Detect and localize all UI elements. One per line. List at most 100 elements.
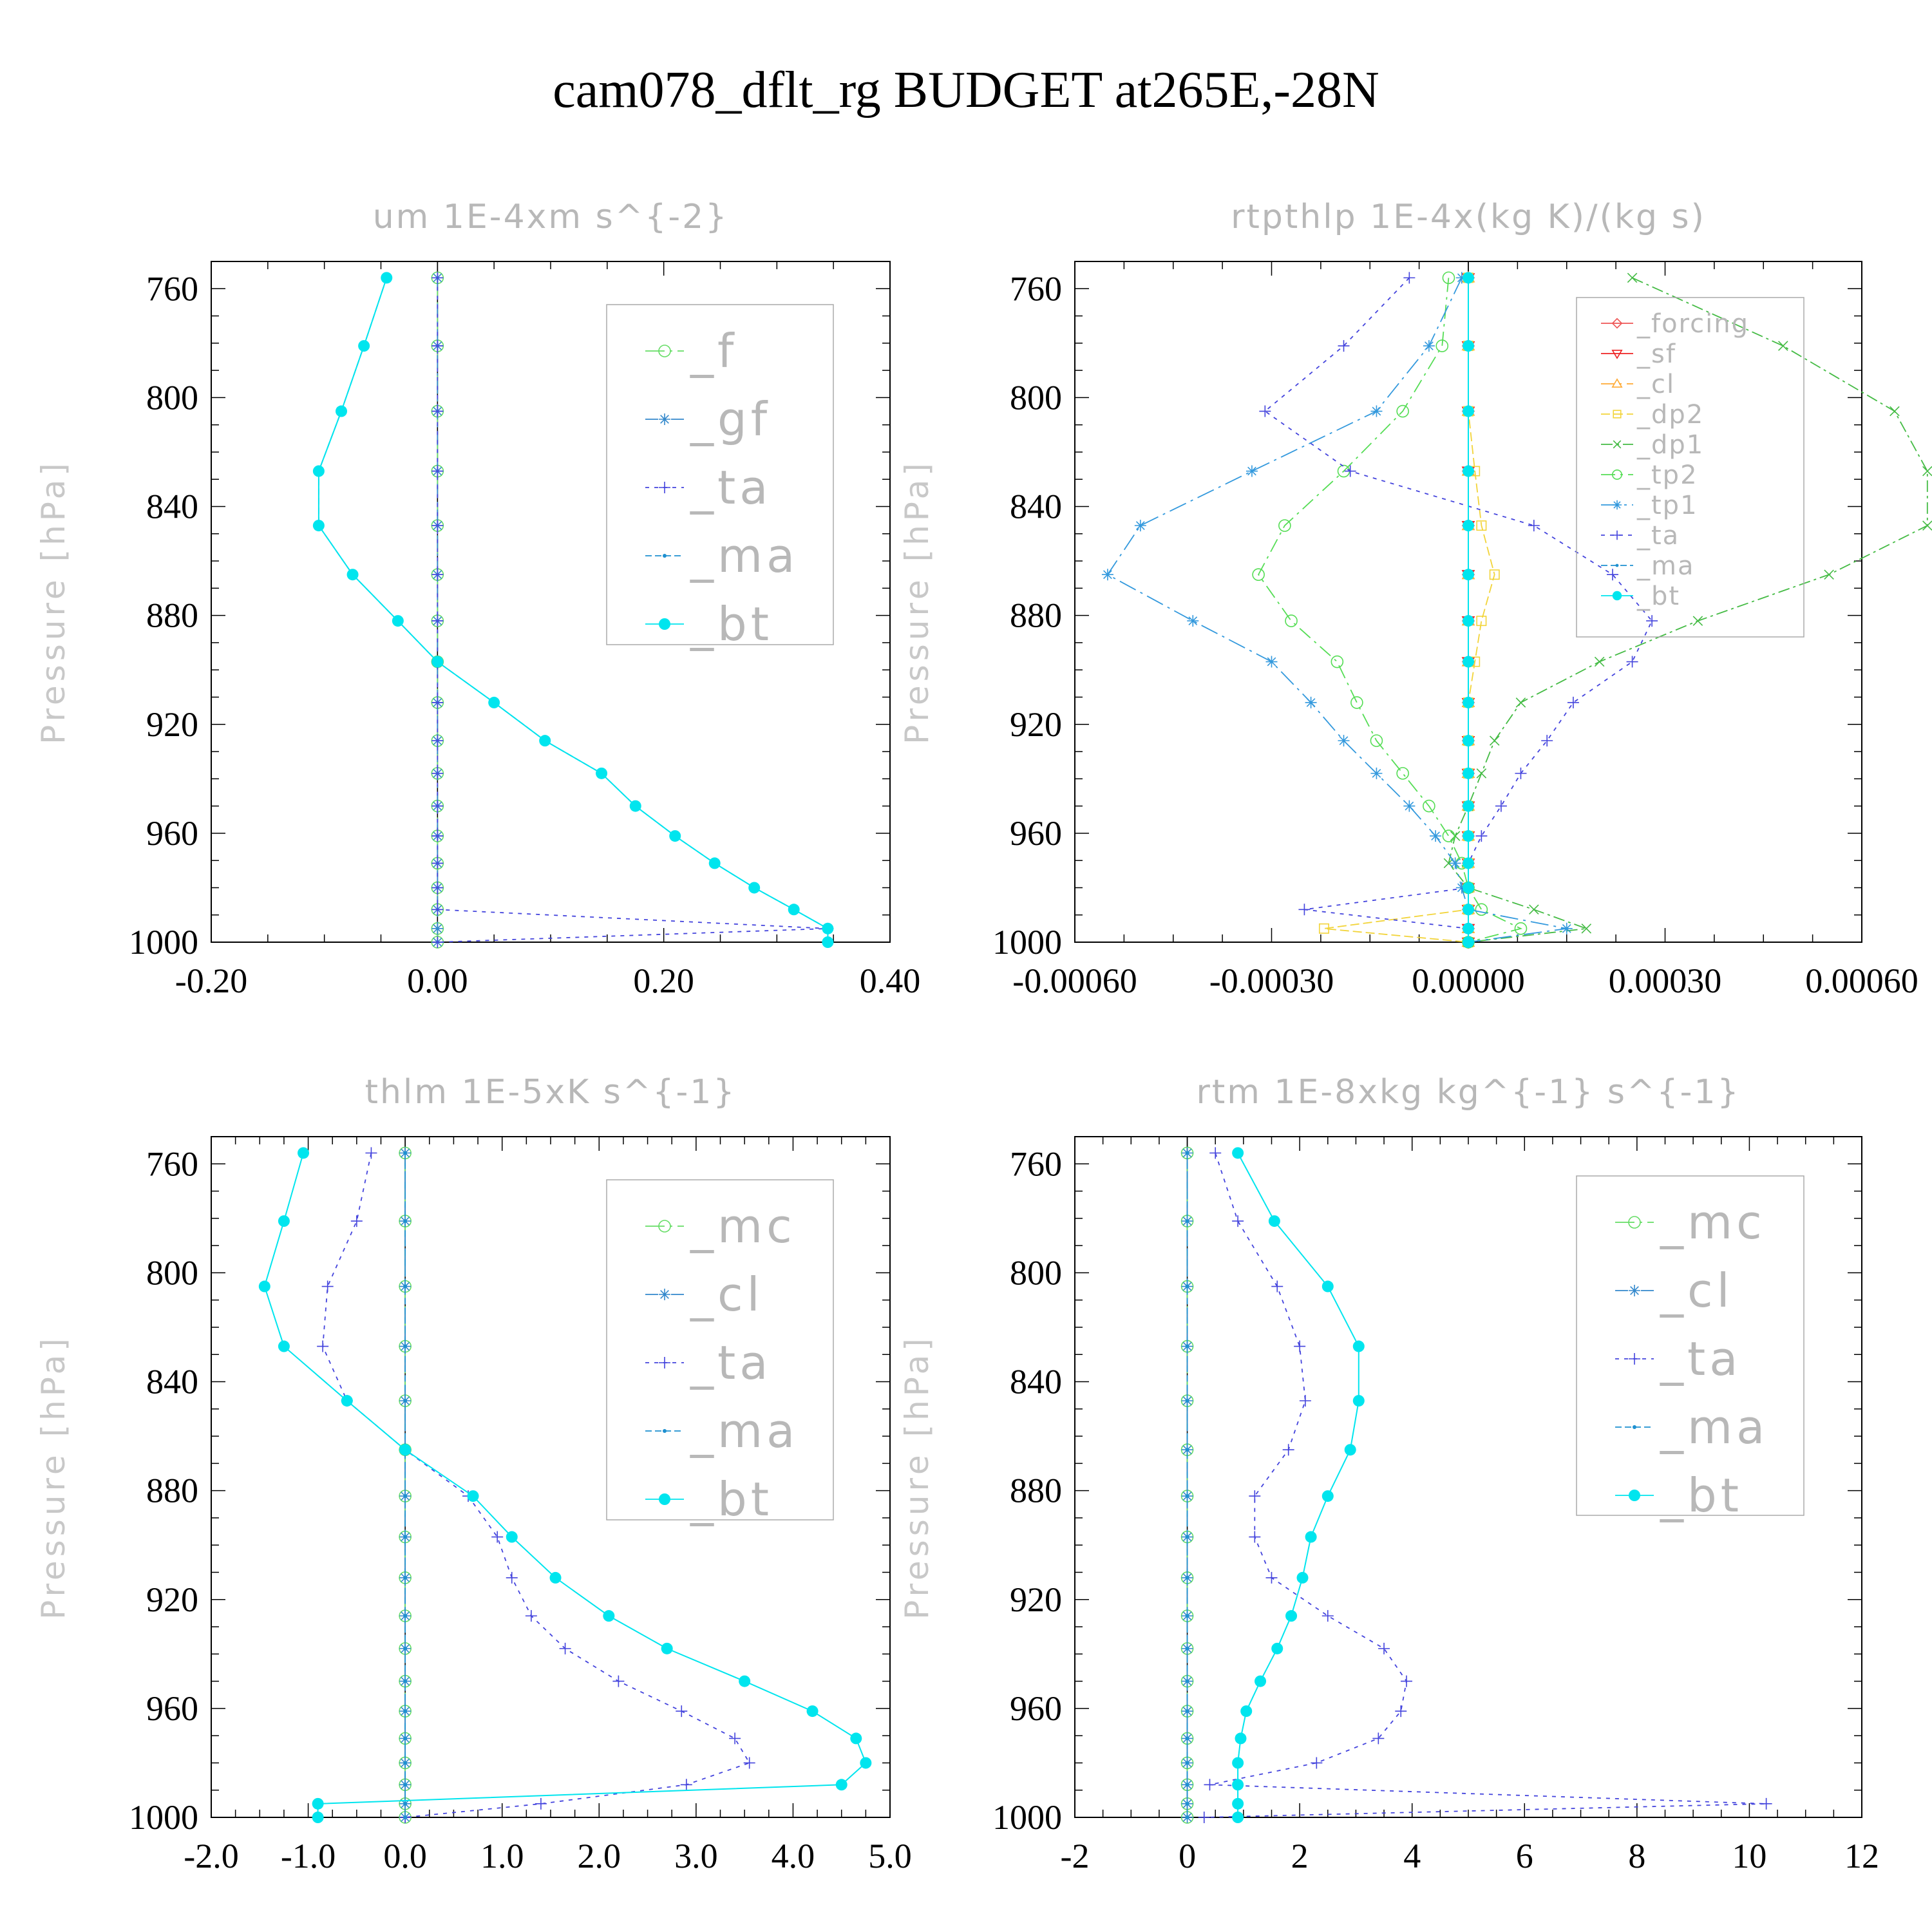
panel-3-point-ma bbox=[403, 1709, 408, 1714]
panel-1-point-bt bbox=[822, 936, 834, 948]
panel-1-point-ta bbox=[431, 340, 444, 352]
panel-4-point-ma bbox=[1185, 1709, 1189, 1714]
panel-4-point-bt bbox=[1255, 1675, 1267, 1687]
panel-1-legend-label: _gf bbox=[690, 392, 771, 446]
panel-2-point-bt-shape bbox=[1463, 936, 1474, 948]
panel-3-legend-label: _ta bbox=[690, 1336, 772, 1390]
panel-1-point-ta-shape bbox=[431, 615, 444, 627]
panel-1-point-bt bbox=[669, 830, 681, 842]
panel-4-point-ma-shape bbox=[1185, 1614, 1189, 1618]
panel-3-point-ma-shape bbox=[403, 1284, 408, 1289]
panel-3-point-bt bbox=[341, 1395, 353, 1407]
panel-3-ytick-label: 840 bbox=[146, 1363, 198, 1401]
panel-2-point-ta-shape bbox=[1298, 904, 1311, 916]
panel-3-point-ma-shape bbox=[403, 1575, 408, 1580]
panel-3-point-bt bbox=[467, 1490, 479, 1502]
panel-1-legend-marker-shape bbox=[659, 482, 670, 493]
panel-1-point-bt-shape bbox=[336, 405, 348, 417]
panel-3-point-bt bbox=[860, 1757, 872, 1769]
panel-2-legend-label: _forcing bbox=[1636, 309, 1749, 339]
panel-2-point-ta-shape bbox=[1338, 340, 1350, 352]
panel-4-point-ma bbox=[1185, 1219, 1189, 1224]
panel-3-point-bt-shape bbox=[341, 1395, 353, 1407]
panel-1-ytick-label: 920 bbox=[146, 705, 198, 744]
panel-4-point-ta-shape bbox=[1299, 1395, 1311, 1407]
panel-3-point-ma bbox=[403, 1614, 408, 1618]
panel-2-point-dp1-shape bbox=[1922, 466, 1932, 477]
panel-4-point-bt bbox=[1296, 1571, 1309, 1584]
panel-3-point-ta-shape bbox=[680, 1779, 692, 1791]
panel-2-legend-label: _tp2 bbox=[1636, 460, 1698, 490]
panel-3-point-bt-shape bbox=[850, 1732, 862, 1745]
panel-4-xtick-label: 6 bbox=[1516, 1837, 1533, 1875]
panel-1-legend-marker bbox=[659, 482, 670, 493]
panel-1-legend-marker-shape bbox=[658, 345, 671, 357]
panel-3-point-ta bbox=[350, 1215, 363, 1227]
panel-2-point-bt-shape bbox=[1463, 272, 1474, 284]
panel-2-point-bt bbox=[1463, 696, 1474, 708]
panel-2-point-tp2 bbox=[1350, 696, 1363, 709]
panel-2-point-bt bbox=[1463, 922, 1474, 934]
panel-1-point-bt-shape bbox=[488, 696, 500, 708]
panel-2-legend-marker bbox=[1613, 440, 1622, 449]
panel-3-point-ta bbox=[729, 1732, 741, 1745]
panel-2-point-tp1-shape bbox=[1370, 405, 1383, 417]
panel-3-ylabel: Pressure [hPa] bbox=[35, 1334, 72, 1620]
panel-1-point-ta-shape bbox=[431, 800, 444, 812]
panel-4-legend-label: _cl bbox=[1660, 1264, 1734, 1318]
panel-2-point-tp2-shape bbox=[1285, 614, 1298, 627]
panel-3-point-bt-shape bbox=[467, 1490, 479, 1502]
panel-1-legend-marker bbox=[658, 345, 671, 357]
panel-3-point-ta-shape bbox=[321, 1280, 334, 1293]
panel-1-ytick-label: 760 bbox=[146, 269, 198, 308]
panel-1-point-ta bbox=[431, 767, 444, 779]
panel-2-point-dp1-shape bbox=[1824, 569, 1834, 580]
panel-2-point-dp1-shape bbox=[1581, 923, 1592, 934]
panel-2-point-ta-shape bbox=[1403, 272, 1416, 284]
panel-2-point-ta bbox=[1626, 656, 1638, 668]
panel-2-point-tp2-shape bbox=[1396, 404, 1409, 418]
panel-4-point-ta-shape bbox=[1321, 1610, 1334, 1622]
panel-4-point-ta-shape bbox=[1282, 1444, 1294, 1456]
panel-4-point-bt-shape bbox=[1240, 1705, 1253, 1718]
panel-1-point-ta-shape bbox=[431, 696, 444, 708]
panel-3-legend-marker-shape bbox=[663, 1429, 667, 1433]
panel-3-xtick-label: 4.0 bbox=[772, 1837, 815, 1875]
panel-1-legend-label: _f bbox=[690, 324, 737, 378]
panel-3-point-ta bbox=[680, 1779, 692, 1791]
panel-2-point-tp1-shape bbox=[1338, 735, 1350, 747]
panel-4-point-ma bbox=[1185, 1679, 1189, 1683]
panel-3-point-ta bbox=[525, 1610, 537, 1622]
panel-3-xtick-label: -2.0 bbox=[184, 1837, 238, 1875]
panel-3-point-bt bbox=[603, 1610, 615, 1622]
panel-3-point-bt-shape bbox=[549, 1571, 562, 1584]
panel-3-xtick-label: 5.0 bbox=[868, 1837, 912, 1875]
panel-2-series-line-tp1 bbox=[1106, 278, 1567, 943]
panel-4-point-ma-shape bbox=[1185, 1736, 1189, 1741]
panel-4-point-bt-shape bbox=[1271, 1642, 1283, 1654]
panel-4-point-ma-shape bbox=[1185, 1679, 1189, 1683]
panel-2-point-dp1 bbox=[1489, 735, 1500, 746]
panel-3-legend-marker bbox=[659, 1289, 670, 1300]
panel-4-legend-label: _mc bbox=[1660, 1195, 1766, 1249]
panel-4-point-ta bbox=[1372, 1732, 1385, 1745]
panel-4-point-ta-shape bbox=[1249, 1531, 1261, 1543]
panel-2-xtick-label: -0.00060 bbox=[1012, 961, 1137, 1000]
panel-1-point-bt-shape bbox=[392, 615, 404, 627]
panel-2-point-dp1 bbox=[1515, 697, 1526, 708]
panel-2-point-ta bbox=[1528, 520, 1540, 532]
panel-3-point-bt bbox=[506, 1531, 518, 1543]
panel-1-xtick-label: 0.20 bbox=[633, 961, 694, 1000]
panel-3-point-ma-shape bbox=[403, 1494, 408, 1499]
panel-4-point-bt bbox=[1285, 1610, 1298, 1622]
panel-1-xtick-label: 0.00 bbox=[407, 961, 468, 1000]
panel-2-point-tp1-shape bbox=[1403, 800, 1416, 812]
panel-3-point-bt-shape bbox=[312, 1812, 324, 1823]
panel-2-point-tp1-shape bbox=[1187, 615, 1199, 627]
panel-2-point-dp1-shape bbox=[1476, 768, 1487, 779]
panel-1-point-bt-shape bbox=[788, 904, 800, 916]
panel-3-point-ma-shape bbox=[403, 1151, 408, 1155]
panel-4-point-ta-shape bbox=[1232, 1215, 1244, 1227]
panel-3-point-ma-shape bbox=[403, 1815, 408, 1819]
